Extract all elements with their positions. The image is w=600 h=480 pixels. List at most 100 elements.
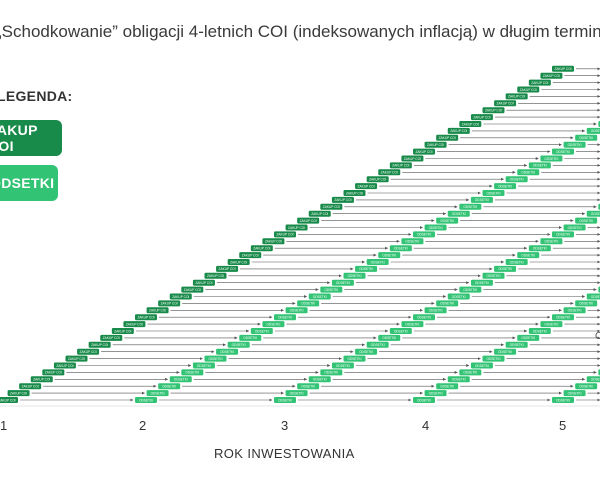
purchase-box: ZAKUP COI <box>308 210 331 217</box>
svg-text:ZAKUP COI: ZAKUP COI <box>508 95 525 99</box>
interest-box: ODSETKI <box>285 390 308 397</box>
svg-text:ODSETKI: ODSETKI <box>290 391 304 395</box>
interest-box: ODSETKI <box>552 397 574 403</box>
purchase-box: ZAKUP COI <box>111 328 134 334</box>
svg-text:ODSETKI: ODSETKI <box>463 371 477 375</box>
svg-text:ZAKUP COI: ZAKUP COI <box>473 115 490 119</box>
svg-text:ODSETKI: ODSETKI <box>533 329 547 333</box>
interest-box: ODSETKI <box>575 134 598 141</box>
svg-text:ODSETKI: ODSETKI <box>324 288 338 292</box>
interest-box: ODSETKI <box>552 231 574 238</box>
svg-text:ZAKUP COI: ZAKUP COI <box>404 157 421 161</box>
interest-box: ODSETKI <box>366 341 389 348</box>
interest-box: ODSETKI <box>470 279 493 286</box>
svg-text:ODSETKI: ODSETKI <box>498 184 512 188</box>
interest-box: ODSETKI <box>413 314 435 321</box>
interest-box: ODSETKI <box>389 328 412 334</box>
interest-box: ODSETKI <box>540 155 563 162</box>
svg-text:ZAKUP COI: ZAKUP COI <box>276 233 293 237</box>
svg-text:ODSETKI: ODSETKI <box>394 329 408 333</box>
interest-box: ODSETKI <box>586 376 600 383</box>
legend-item-buy-label: ZAKUP COI <box>0 122 38 154</box>
svg-text:ZAKUP COI: ZAKUP COI <box>520 88 537 92</box>
purchase-box: ZAKUP COI <box>424 141 447 148</box>
svg-text:ZAKUP COI: ZAKUP COI <box>543 74 560 78</box>
svg-text:ODSETKI: ODSETKI <box>174 378 188 382</box>
interest-box: ODSETKI <box>424 390 447 397</box>
interest-box: ODSETKI <box>274 397 296 403</box>
interest-box: ODSETKI <box>146 390 169 397</box>
purchase-box: ZAKUP COI <box>0 397 18 403</box>
svg-text:ODSETKI: ODSETKI <box>521 253 535 257</box>
legend-item-interest: ODSETKI <box>0 165 58 201</box>
svg-text:ZAKUP COI: ZAKUP COI <box>230 260 247 264</box>
interest-box: ODSETKI <box>436 383 459 390</box>
svg-text:ODSETKI: ODSETKI <box>475 198 489 202</box>
ladder-rows: ZAKUP COI ODSETKI ODSETKI ODSETKI ODSETKI ZAK… <box>0 65 600 403</box>
interest-box: ODSETKI <box>274 314 296 321</box>
interest-box: ODSETKI <box>297 300 320 307</box>
interest-box: ODSETKI <box>586 293 600 300</box>
interest-box: ODSETKI <box>459 203 482 210</box>
svg-text:ODSETKI: ODSETKI <box>405 240 419 244</box>
purchase-box: ZAKUP COI <box>192 279 215 286</box>
purchase-box: ZAKUP COI <box>239 252 262 259</box>
interest-box: ODSETKI <box>343 355 366 362</box>
svg-text:ODSETKI: ODSETKI <box>544 240 558 244</box>
svg-text:ZAKUP COI: ZAKUP COI <box>126 322 143 326</box>
purchase-box: ZAKUP COI <box>30 376 53 383</box>
svg-text:ODSETKI: ODSETKI <box>452 212 466 216</box>
interest-box: ODSETKI <box>320 369 343 376</box>
purchase-box: ZAKUP COI <box>517 86 540 93</box>
interest-box: ODSETKI <box>528 162 551 169</box>
purchase-box: ZAKUP COI <box>135 314 157 321</box>
interest-box: ODSETKI <box>355 348 378 355</box>
svg-text:ODSETKI: ODSETKI <box>382 336 396 340</box>
interest-box: ODSETKI <box>563 307 586 314</box>
svg-text:ODSETKI: ODSETKI <box>359 350 373 354</box>
svg-text:ODSETKI: ODSETKI <box>544 322 558 326</box>
svg-text:ZAKUP COI: ZAKUP COI <box>485 109 502 113</box>
interest-box: ODSETKI <box>285 307 308 314</box>
legend-heading: LEGENDA: <box>0 88 73 104</box>
svg-text:ODSETKI: ODSETKI <box>591 295 600 299</box>
svg-text:ZAKUP COI: ZAKUP COI <box>207 274 224 278</box>
svg-text:ODSETKI: ODSETKI <box>510 343 524 347</box>
interest-box: ODSETKI <box>575 383 598 390</box>
svg-text:ODSETKI: ODSETKI <box>556 398 570 402</box>
svg-text:ZAKUP COI: ZAKUP COI <box>439 136 456 140</box>
svg-text:ODSETKI: ODSETKI <box>475 364 489 368</box>
purchase-box: ZAKUP COI <box>227 259 250 265</box>
svg-text:ZAKUP COI: ZAKUP COI <box>497 102 514 106</box>
interest-box: ODSETKI <box>436 217 459 224</box>
svg-text:ODSETKI: ODSETKI <box>139 398 153 402</box>
interest-box: ODSETKI <box>505 176 528 183</box>
svg-text:ZAKUP COI: ZAKUP COI <box>300 219 317 223</box>
purchase-box: ZAKUP COI <box>355 183 378 190</box>
interest-box: ODSETKI <box>494 265 517 272</box>
svg-text:ODSETKI: ODSETKI <box>162 385 176 389</box>
interest-box: ODSETKI <box>262 321 285 328</box>
purchase-box: ZAKUP COI <box>42 369 65 376</box>
svg-text:ZAKUP COI: ZAKUP COI <box>45 371 62 375</box>
interest-box: ODSETKI <box>297 383 320 390</box>
interest-box: ODSETKI <box>250 328 273 334</box>
interest-box: ODSETKI <box>331 279 354 286</box>
svg-text:ZAKUP COI: ZAKUP COI <box>80 350 97 354</box>
svg-text:ODSETKI: ODSETKI <box>417 233 431 237</box>
interest-box: ODSETKI <box>320 286 343 293</box>
svg-text:ZAKUP COI: ZAKUP COI <box>450 129 467 133</box>
svg-text:ODSETKI: ODSETKI <box>440 385 454 389</box>
svg-text:ZAKUP COI: ZAKUP COI <box>288 226 305 230</box>
svg-text:ODSETKI: ODSETKI <box>475 281 489 285</box>
svg-text:ZAKUP COI: ZAKUP COI <box>161 302 178 306</box>
svg-text:ODSETKI: ODSETKI <box>417 398 431 402</box>
interest-box: ODSETKI <box>135 397 157 403</box>
svg-text:ODSETKI: ODSETKI <box>521 171 535 175</box>
interest-box: ODSETKI <box>192 362 215 369</box>
svg-text:ODSETKI: ODSETKI <box>405 322 419 326</box>
svg-text:ZAKUP COI: ZAKUP COI <box>103 336 120 340</box>
svg-text:ODSETKI: ODSETKI <box>313 378 327 382</box>
interest-box: ODSETKI <box>552 314 574 321</box>
svg-text:ODSETKI: ODSETKI <box>556 316 570 320</box>
